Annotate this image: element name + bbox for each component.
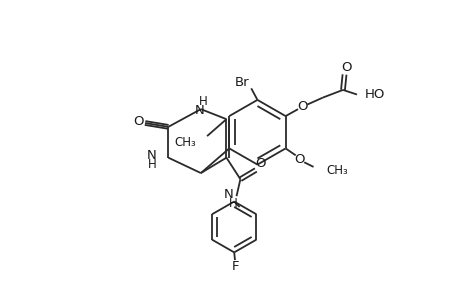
Text: H: H [229,196,237,210]
Text: O: O [255,157,265,170]
Text: N: N [194,104,204,117]
Text: CH₃: CH₃ [174,136,196,149]
Text: O: O [340,61,351,74]
Text: F: F [231,260,239,273]
Text: O: O [133,115,143,128]
Text: HO: HO [364,88,384,101]
Text: Br: Br [234,76,249,89]
Text: CH₃: CH₃ [325,164,347,177]
Text: N: N [146,149,157,162]
Text: H: H [148,158,157,171]
Text: H: H [198,95,207,108]
Text: N: N [224,188,233,201]
Text: O: O [294,153,304,166]
Text: O: O [297,100,307,113]
